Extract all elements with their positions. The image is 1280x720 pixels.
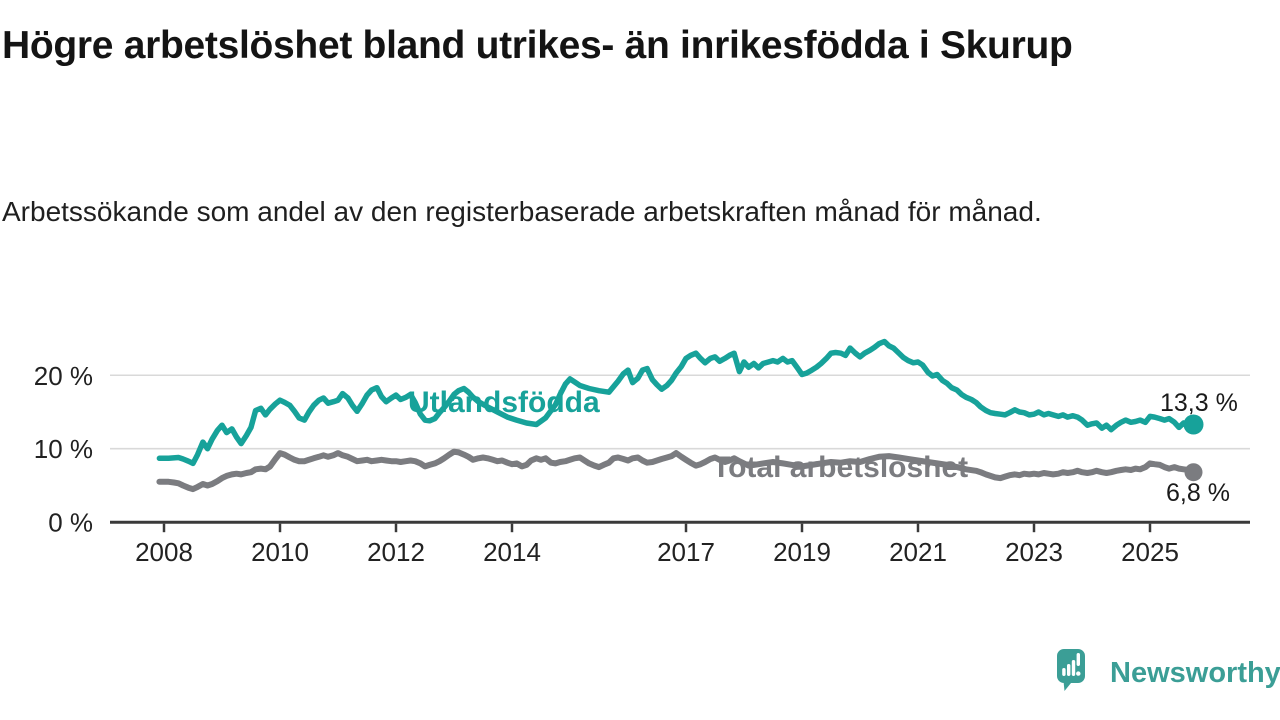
x-tick-label: 2019 [773,537,831,567]
speech-bubble-shape [1057,649,1085,691]
bar-3 [1071,660,1076,676]
exclamation-bar [1076,653,1080,666]
chart-subtitle: Arbetssökande som andel av den registerb… [2,196,1042,227]
y-tick-label: 0 % [48,508,93,538]
series-label-0: Utlandsfödda [408,386,600,419]
y-tick-label: 20 % [34,361,93,391]
newsworthy-logo-icon [1057,649,1085,691]
bar-2 [1067,664,1071,676]
x-tick-label: 2010 [251,537,309,567]
value-label-0: 13,3 % [1160,389,1238,417]
x-tick-label: 2008 [135,537,193,567]
x-tick-label: 2021 [889,537,947,567]
x-tick-label: 2025 [1121,537,1179,567]
series-end-dot-0 [1183,414,1204,435]
line-chart: 0 % 10 % 20 % 2008 2010 2012 2014 2017 2019 2021 2… [34,338,1250,567]
value-label-1: 6,8 % [1166,479,1230,507]
x-tick-label: 2023 [1005,537,1063,567]
series-line-1 [156,448,1197,493]
x-tick-label: 2017 [657,537,715,567]
series-end-dot-1 [1184,463,1203,482]
x-tick-label: 2012 [367,537,425,567]
series-label-1: Total arbetslöshet [712,451,968,484]
exclamation-dot [1076,671,1081,676]
page-title: Högre arbetslöshet bland utrikes- än inr… [2,24,1073,67]
x-tick-label: 2014 [483,537,541,567]
series-line-0 [156,338,1197,467]
bar-1 [1062,668,1066,676]
y-tick-label: 10 % [34,434,93,464]
newsworthy-brand-text: Newsworthy [1110,657,1280,689]
